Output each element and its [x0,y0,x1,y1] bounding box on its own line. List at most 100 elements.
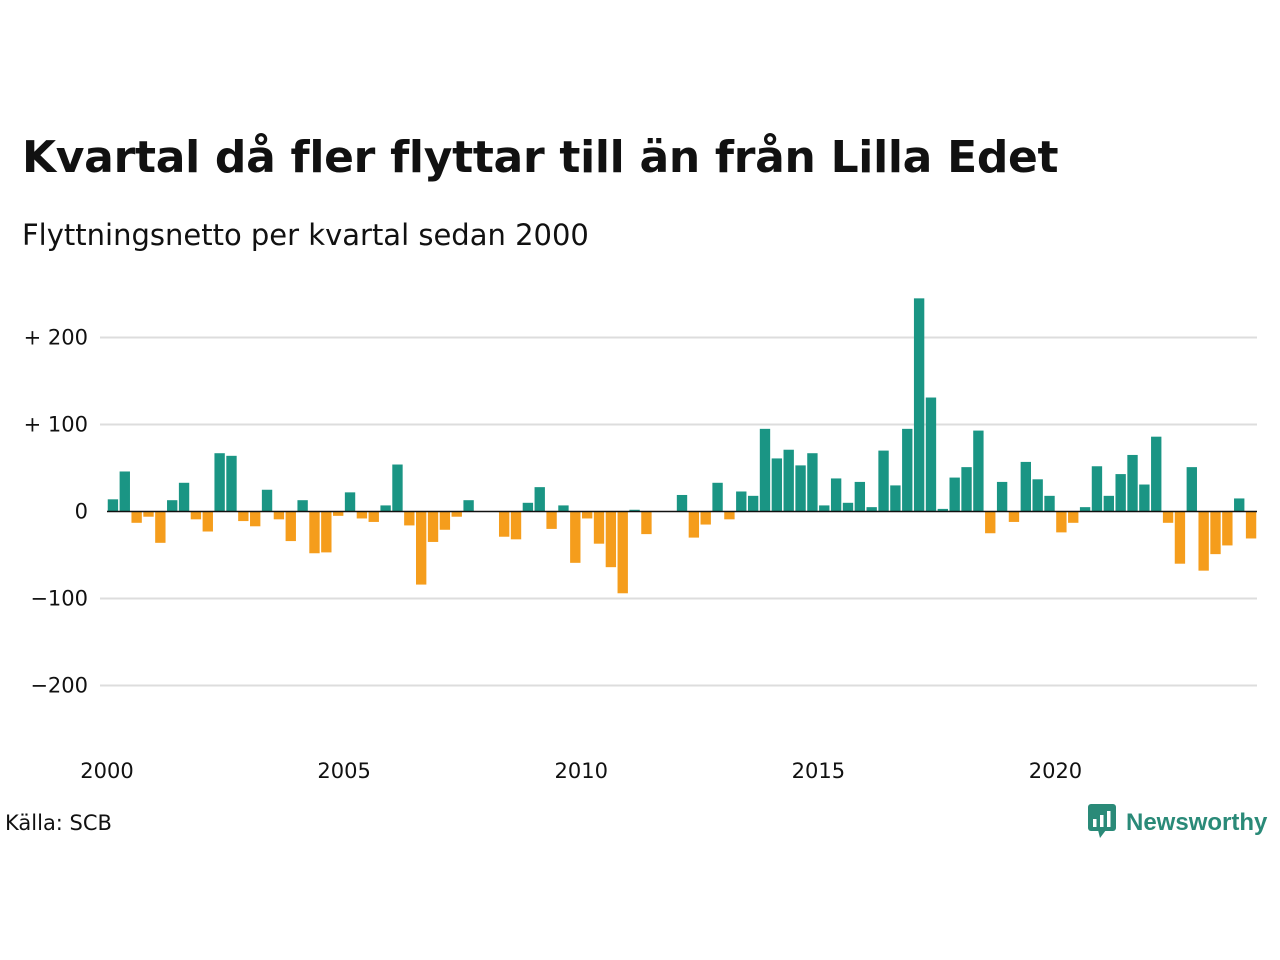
bar-2018Q2[interactable] [973,430,984,512]
bar-2002Q3[interactable] [226,455,237,512]
bar-2009Q1[interactable] [534,487,545,512]
bar-2006Q2[interactable] [404,511,415,526]
bar-2019Q1[interactable] [1008,511,1020,522]
bar-2014Q4[interactable] [807,453,818,512]
bar-2018Q1[interactable] [961,467,972,512]
bar-2023Q2[interactable] [1210,511,1221,555]
bar-2002Q4[interactable] [238,511,249,522]
bar-2015Q2[interactable] [830,478,842,512]
bar-2019Q2[interactable] [1020,461,1031,512]
bar-2016Q4[interactable] [902,428,913,512]
bar-2022Q1[interactable] [1151,436,1162,512]
bar-2000Q3[interactable] [131,511,142,523]
bar-2017Q3[interactable] [937,508,949,512]
bar-2000Q4[interactable] [143,511,154,517]
bar-chart: + 200 + 100 0 −100 −200 2000 2005 2010 2015 2020 [24,298,1257,783]
bar-2016Q2[interactable] [878,450,889,512]
bar-2001Q4[interactable] [190,511,202,520]
bar-2013Q2[interactable] [736,491,747,512]
bar-2007Q2[interactable] [451,511,462,517]
bar-2020Q4[interactable] [1091,466,1103,512]
bar-2018Q4[interactable] [996,481,1008,512]
bar-2010Q3[interactable] [605,511,617,568]
bar-2005Q1[interactable] [344,492,356,512]
x-tick-label: 2005 [317,759,370,783]
bar-2014Q2[interactable] [783,449,794,512]
bar-2023Q1[interactable] [1198,511,1209,571]
bar-2004Q4[interactable] [333,511,344,516]
bar-2008Q2[interactable] [498,511,510,537]
bar-2019Q4[interactable] [1044,495,1055,512]
bar-2012Q4[interactable] [712,482,723,512]
bar-2021Q3[interactable] [1127,454,1138,512]
bar-2007Q3[interactable] [463,500,474,512]
bar-2010Q2[interactable] [593,511,605,544]
bar-undefined[interactable] [1245,511,1257,539]
bar-2006Q1[interactable] [392,464,403,512]
bar-2020Q2[interactable] [1068,511,1079,523]
bar-2017Q2[interactable] [925,397,937,512]
bar-2002Q1[interactable] [202,511,213,532]
bar-2003Q4[interactable] [285,511,296,542]
bar-2013Q3[interactable] [747,495,759,512]
bar-2011Q1[interactable] [629,509,640,512]
bar-2019Q3[interactable] [1032,479,1043,512]
bar-2022Q3[interactable] [1174,511,1186,564]
bar-2015Q3[interactable] [842,502,854,512]
bar-2021Q4[interactable] [1139,484,1150,512]
bar-2004Q2[interactable] [309,511,320,554]
brand-name: Newsworthy [1126,809,1268,836]
bar-2020Q3[interactable] [1079,507,1091,512]
bar-2005Q2[interactable] [356,511,368,519]
bar-2022Q4[interactable] [1186,467,1197,512]
y-axis-labels: + 200 + 100 0 −100 −200 [24,326,88,698]
bar-2022Q2[interactable] [1162,511,1174,523]
bar-2023Q3[interactable] [1222,511,1233,546]
bar-2008Q4[interactable] [522,502,534,512]
bar-2016Q1[interactable] [866,507,877,512]
bar-2017Q1[interactable] [913,298,925,512]
bar-2001Q1[interactable] [155,511,166,543]
newsworthy-brand[interactable]: Newsworthy [1088,804,1267,842]
bar-2005Q3[interactable] [368,511,379,522]
bar-2003Q2[interactable] [261,489,273,512]
bar-2012Q3[interactable] [700,511,711,525]
bar-2012Q1[interactable] [676,494,688,512]
bar-2014Q1[interactable] [771,458,783,512]
bar-2010Q1[interactable] [581,511,593,519]
bar-2020Q1[interactable] [1056,511,1067,533]
bar-2010Q4[interactable] [617,511,628,594]
bar-2018Q3[interactable] [985,511,996,534]
bar-2003Q3[interactable] [273,511,285,520]
bar-2013Q4[interactable] [759,428,771,512]
bar-2023Q4[interactable] [1234,498,1245,512]
bar-2011Q2[interactable] [641,511,652,535]
bar-2003Q1[interactable] [250,511,261,527]
bar-2005Q4[interactable] [380,505,391,512]
bar-2009Q3[interactable] [558,505,569,512]
bar-2001Q2[interactable] [167,500,178,512]
bar-2015Q1[interactable] [819,505,830,512]
bar-2009Q4[interactable] [570,511,581,563]
bar-2021Q1[interactable] [1103,495,1114,512]
bar-2000Q1[interactable] [107,499,119,512]
bar-2016Q3[interactable] [890,485,901,512]
bar-2001Q3[interactable] [178,482,190,512]
bar-2007Q1[interactable] [439,511,451,530]
bar-2002Q2[interactable] [214,453,225,512]
bar-2004Q3[interactable] [321,511,332,553]
bar-2006Q4[interactable] [427,511,439,542]
bar-2015Q4[interactable] [854,481,866,512]
bar-2014Q3[interactable] [795,465,806,512]
y-tick-label: 0 [75,500,88,524]
bar-2013Q1[interactable] [724,511,735,520]
bar-2021Q2[interactable] [1115,474,1126,512]
bar-2000Q2[interactable] [119,471,130,512]
x-tick-label: 2020 [1029,759,1082,783]
bar-2008Q3[interactable] [510,511,522,540]
bar-2012Q2[interactable] [688,511,700,538]
bar-2009Q2[interactable] [546,511,557,529]
bar-2004Q1[interactable] [297,500,308,512]
bar-2006Q3[interactable] [416,511,427,585]
bar-2017Q4[interactable] [949,477,960,512]
